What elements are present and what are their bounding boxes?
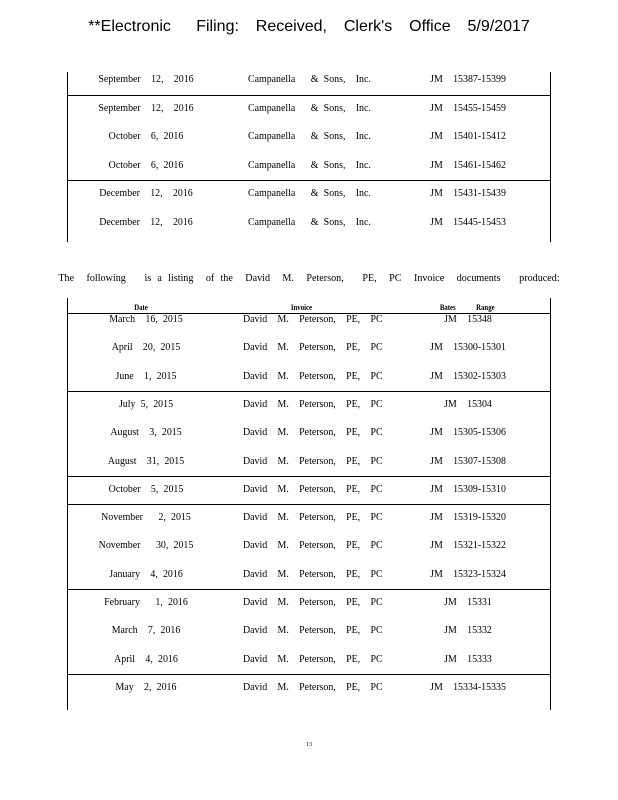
bates-range-cell: JM 15305-15306 [430,426,506,439]
bates-range-cell: JM 15455-15459 [430,101,506,114]
bates-range-cell: JM 15321-15322 [430,539,506,552]
table-row: March 16, 2015 David M. Peterson, PE, PC J… [68,313,550,341]
filing-stamp-header: **Electronic Filing: Received, Clerk's O… [88,18,530,35]
bates-range-cell: JM 15302-15303 [430,369,506,382]
invoice-cell: David M. Peterson, PE, PC [243,596,383,608]
bates-range-cell: JM 15309-15310 [430,482,506,495]
invoice-cell: David M. Peterson, PE, PC [243,652,383,665]
invoice-cell: David M. Peterson, PE, PC [243,539,383,552]
date-cell: May 2, 2016 [115,680,177,693]
header-divider [67,313,550,314]
bates-range-cell: JM 15387-15399 [430,73,506,85]
date-cell: December 12, 2016 [99,187,193,200]
date-cell: August 31, 2015 [107,454,185,467]
table-row: July 5, 2015 David M. Peterson, PE, PC JM … [68,390,550,420]
table-row: September 12, 2016 Campanella & Sons, Inc… [68,94,550,124]
bates-range-cell: JM 15333 [444,652,492,665]
table-row: September 12, 2016 Campanella & Sons, Inc… [68,73,550,101]
bates-range-cell: JM 15323-15324 [430,567,506,580]
date-cell: April 4, 2016 [114,652,178,665]
date-cell: November 30, 2015 [98,539,194,552]
date-cell: September 12, 2016 [98,73,194,85]
date-cell: February 1, 2016 [104,596,188,608]
invoice-cell: Campanella & Sons, Inc. [248,216,371,228]
table-row: February 1, 2016 David M. Peterson, PE, P… [68,589,550,618]
invoice-cell: David M. Peterson, PE, PC [243,454,383,467]
date-cell: September 12, 2016 [98,101,194,114]
invoice-cell: David M. Peterson, PE, PC [243,482,383,495]
table-row: November 30, 2015 David M. Peterson, PE, … [68,539,550,567]
date-cell: March 16, 2015 [109,313,183,325]
bates-range-cell: JM 15300-15301 [430,341,506,354]
table-row: November 2, 2015 David M. Peterson, PE, P… [68,504,550,533]
invoice-cell: David M. Peterson, PE, PC [243,624,383,637]
bates-range-cell: JM 15461-15462 [430,158,506,171]
invoice-cell: David M. Peterson, PE, PC [243,680,383,693]
intro-paragraph: The following is a listing of the David … [58,272,560,284]
date-cell: January 4, 2016 [109,567,183,580]
bates-range-cell: JM 15445-15453 [430,216,506,228]
invoice-cell: David M. Peterson, PE, PC [243,567,383,580]
table-row: April 20, 2015 David M. Peterson, PE, PC J… [68,341,550,369]
invoice-cell: David M. Peterson, PE, PC [243,397,383,410]
table-row: December 12, 2016 Campanella & Sons, Inc.… [68,216,550,244]
table-row: August 31, 2015 David M. Peterson, PE, PC… [68,455,550,483]
invoice-cell: Campanella & Sons, Inc. [248,101,371,114]
table-row: March 7, 2016 David M. Peterson, PE, PC JM… [68,624,550,652]
date-cell: July 5, 2015 [118,397,174,410]
invoice-cell: Campanella & Sons, Inc. [248,158,371,171]
date-cell: October 6, 2016 [108,130,184,143]
page-number: 13 [306,742,312,748]
table-row: October 6, 2016 Campanella & Sons, Inc. JM… [68,130,550,158]
date-cell: August 3, 2015 [110,426,182,439]
invoice-cell: Campanella & Sons, Inc. [248,187,371,200]
table-row: October 5, 2015 David M. Peterson, PE, PC… [68,475,550,505]
bates-range-cell: JM 15332 [444,624,492,637]
bates-range-cell: JM 15348 [444,313,492,325]
invoice-cell: Campanella & Sons, Inc. [248,130,371,143]
date-cell: June 1, 2015 [115,369,177,382]
column-header-invoice: Invoice [290,303,313,312]
bates-range-cell: JM 15431-15439 [430,187,506,200]
bates-range-cell: JM 15401-15412 [430,130,506,143]
table-row: January 4, 2016 David M. Peterson, PE, PC… [68,568,550,596]
column-header-date: Date [134,303,148,312]
date-cell: March 7, 2016 [111,624,181,637]
date-cell: November 2, 2015 [101,511,191,524]
invoice-cell: Campanella & Sons, Inc. [248,73,371,85]
bates-range-cell: JM 15331 [444,596,492,608]
bates-range-cell: JM 15307-15308 [430,454,506,467]
campanella-invoice-table: September 12, 2016 Campanella & Sons, Inc… [67,72,551,242]
table-row: December 12, 2016 Campanella & Sons, Inc.… [68,180,550,209]
peterson-invoice-table: March 16, 2015 David M. Peterson, PE, PC J… [67,298,551,710]
bates-range-cell: JM 15334-15335 [430,680,506,693]
invoice-cell: David M. Peterson, PE, PC [243,426,383,439]
bates-range-cell: JM 15304 [444,397,492,410]
invoice-cell: David M. Peterson, PE, PC [243,511,383,524]
bates-range-cell: JM 15319-15320 [430,511,506,524]
date-cell: October 6, 2016 [108,158,184,171]
date-cell: April 20, 2015 [111,341,181,354]
table-row: May 2, 2016 David M. Peterson, PE, PC JM 1… [68,673,550,703]
table-row: April 4, 2016 David M. Peterson, PE, PC JM… [68,653,550,681]
table-row: August 3, 2015 David M. Peterson, PE, PC J… [68,426,550,454]
invoice-cell: David M. Peterson, PE, PC [243,341,383,354]
date-cell: December 12, 2016 [99,216,193,228]
table-row: October 6, 2016 Campanella & Sons, Inc. JM… [68,159,550,187]
date-cell: October 5, 2015 [108,482,184,495]
column-header-bates-range: Bates Range [439,303,495,312]
table-row: June 1, 2015 David M. Peterson, PE, PC JM … [68,370,550,398]
invoice-cell: David M. Peterson, PE, PC [243,369,383,382]
invoice-cell: David M. Peterson, PE, PC [243,313,383,325]
